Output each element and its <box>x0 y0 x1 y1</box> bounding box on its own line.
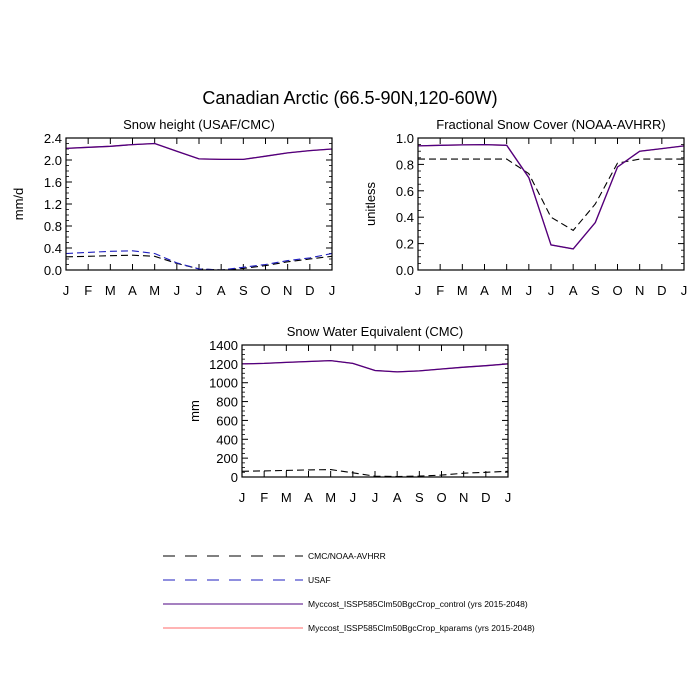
x-tick-label: M <box>457 283 468 298</box>
plot-title: Snow Water Equivalent (CMC) <box>287 324 464 339</box>
x-tick-label: J <box>329 283 336 298</box>
series-line <box>417 143 685 250</box>
y-tick-label: 200 <box>216 451 238 466</box>
series-line <box>241 469 509 478</box>
y-tick-label: 1200 <box>209 357 238 372</box>
x-tick-label: O <box>612 283 622 298</box>
x-tick-label: S <box>415 490 424 505</box>
x-tick-label: J <box>372 490 379 505</box>
plot-title: Snow height (USAF/CMC) <box>123 117 275 132</box>
x-tick-label: O <box>260 283 270 298</box>
y-tick-label: 400 <box>216 432 238 447</box>
x-tick-label: M <box>325 490 336 505</box>
x-tick-label: J <box>548 283 555 298</box>
x-tick-label: A <box>569 283 578 298</box>
x-tick-label: S <box>591 283 600 298</box>
y-tick-label: 1.0 <box>396 131 414 146</box>
y-tick-label: 600 <box>216 413 238 428</box>
series-line <box>65 142 333 161</box>
y-tick-label: 1000 <box>209 376 238 391</box>
x-tick-label: J <box>174 283 181 298</box>
x-tick-label: F <box>84 283 92 298</box>
x-tick-label: J <box>526 283 533 298</box>
series-line <box>241 359 509 373</box>
x-tick-label: D <box>481 490 490 505</box>
x-tick-label: J <box>63 283 70 298</box>
y-tick-label: 2.4 <box>44 131 62 146</box>
x-tick-label: M <box>105 283 116 298</box>
x-tick-label: A <box>128 283 137 298</box>
y-tick-label: 0.8 <box>44 219 62 234</box>
plot-frame <box>241 344 509 478</box>
x-tick-label: M <box>501 283 512 298</box>
y-tick-label: 2.0 <box>44 153 62 168</box>
y-tick-label: 0.4 <box>44 241 62 256</box>
plot-title: Fractional Snow Cover (NOAA-AVHRR) <box>436 117 665 132</box>
x-tick-label: D <box>657 283 666 298</box>
legend-label: Myccost_ISSP585Clm50BgcCrop_control (yrs… <box>308 599 528 609</box>
x-tick-label: N <box>635 283 644 298</box>
x-tick-label: A <box>393 490 402 505</box>
legend: CMC/NOAA-AVHRR USAF Myccost_ISSP585Clm50Bg… <box>163 551 535 633</box>
fractional-snow-cover-plot: Fractional Snow Cover (NOAA-AVHRR) unitle… <box>363 117 687 298</box>
legend-label: Myccost_ISSP585Clm50BgcCrop_kparams (yrs… <box>308 623 535 633</box>
y-axis-label: mm <box>187 400 202 422</box>
y-tick-label: 1.2 <box>44 197 62 212</box>
y-tick-label: 1400 <box>209 338 238 353</box>
x-tick-label: A <box>480 283 489 298</box>
x-tick-label: M <box>281 490 292 505</box>
series-line <box>418 158 684 232</box>
legend-label: USAF <box>308 575 331 585</box>
plot-frame <box>417 137 685 271</box>
x-tick-label: J <box>239 490 246 505</box>
y-axis-label: unitless <box>363 181 378 226</box>
x-tick-label: D <box>305 283 314 298</box>
y-axis-label: mm/d <box>11 188 26 221</box>
snow-height-plot: Snow height (USAF/CMC) mm/d 0.0 0.4 0.8 1.2 1.… <box>11 117 335 298</box>
y-tick-label: 1.6 <box>44 175 62 190</box>
x-tick-label: J <box>415 283 422 298</box>
x-tick-label: A <box>217 283 226 298</box>
y-tick-label: 800 <box>216 395 238 410</box>
series-line <box>65 250 333 271</box>
y-tick-label: 0.2 <box>396 237 414 252</box>
y-tick-label: 0.0 <box>396 263 414 278</box>
y-tick-label: 0.8 <box>396 157 414 172</box>
y-tick-label: 0.0 <box>44 263 62 278</box>
x-tick-label: A <box>304 490 313 505</box>
legend-label: CMC/NOAA-AVHRR <box>308 551 386 561</box>
x-tick-label: J <box>196 283 203 298</box>
x-tick-label: N <box>459 490 468 505</box>
x-tick-label: S <box>239 283 248 298</box>
y-tick-label: 0.6 <box>396 184 414 199</box>
x-tick-label: F <box>260 490 268 505</box>
x-tick-label: N <box>283 283 292 298</box>
x-tick-label: J <box>505 490 512 505</box>
x-tick-label: O <box>436 490 446 505</box>
x-tick-label: J <box>681 283 688 298</box>
plot-frame <box>65 137 333 271</box>
x-tick-label: J <box>350 490 357 505</box>
x-tick-label: F <box>436 283 444 298</box>
y-tick-label: 0.4 <box>396 210 414 225</box>
y-tick-label: 0 <box>231 470 238 485</box>
snow-water-equivalent-plot: Snow Water Equivalent (CMC) mm 0 200 400 600 8… <box>187 324 511 505</box>
x-tick-label: M <box>149 283 160 298</box>
figure-title: Canadian Arctic (66.5-90N,120-60W) <box>202 88 497 108</box>
